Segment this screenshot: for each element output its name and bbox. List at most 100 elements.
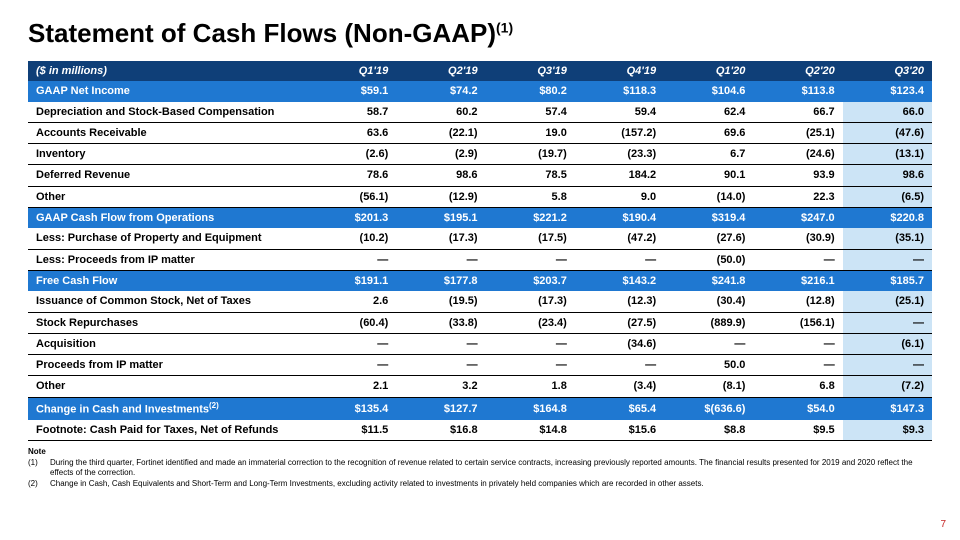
cell-value: 98.6 [843,165,932,186]
cell-value: (7.2) [843,376,932,397]
table-row: Change in Cash and Investments(2)$135.4$… [28,397,932,419]
cell-value: (6.1) [843,333,932,354]
cell-value: $11.5 [307,420,396,441]
cell-value: $143.2 [575,270,664,291]
cell-value: — [307,249,396,270]
cell-value: — [486,355,575,376]
cell-value: 69.6 [664,122,753,143]
cell-value: $195.1 [396,208,485,229]
table-row: Deferred Revenue78.698.678.5184.290.193.… [28,165,932,186]
cell-value: $216.1 [753,270,842,291]
cell-value: (47.6) [843,122,932,143]
cell-value: (157.2) [575,122,664,143]
cell-value: $59.1 [307,81,396,101]
header-col: Q3'20 [843,61,932,81]
cell-value: 93.9 [753,165,842,186]
cell-value: (889.9) [664,312,753,333]
table-header-row: ($ in millions)Q1'19Q2'19Q3'19Q4'19Q1'20… [28,61,932,81]
table-row: Free Cash Flow$191.1$177.8$203.7$143.2$2… [28,270,932,291]
cell-value: $191.1 [307,270,396,291]
cell-value: 78.5 [486,165,575,186]
cell-value: 62.4 [664,102,753,123]
header-col: Q2'19 [396,61,485,81]
cell-value: $247.0 [753,208,842,229]
cell-value: (12.9) [396,186,485,207]
cell-value: $15.6 [575,420,664,441]
cell-value: (25.1) [753,122,842,143]
table-row: GAAP Cash Flow from Operations$201.3$195… [28,208,932,229]
cell-value: $221.2 [486,208,575,229]
row-label: Change in Cash and Investments(2) [28,397,307,419]
cell-value: $14.8 [486,420,575,441]
cell-value: 60.2 [396,102,485,123]
header-col: Q2'20 [753,61,842,81]
cell-value: (14.0) [664,186,753,207]
table-row: Acquisition———(34.6)——(6.1) [28,333,932,354]
cell-value: (19.5) [396,291,485,312]
cell-value: 78.6 [307,165,396,186]
cell-value: (24.6) [753,144,842,165]
cell-value: (47.2) [575,228,664,249]
cell-value: (12.8) [753,291,842,312]
cell-value: — [486,249,575,270]
cell-value: 2.1 [307,376,396,397]
row-label: Depreciation and Stock-Based Compensatio… [28,102,307,123]
cell-value: 57.4 [486,102,575,123]
cell-value: (23.3) [575,144,664,165]
cell-value: (17.3) [396,228,485,249]
cell-value: $203.7 [486,270,575,291]
row-label: Accounts Receivable [28,122,307,143]
table-row: GAAP Net Income$59.1$74.2$80.2$118.3$104… [28,81,932,101]
header-col: Q4'19 [575,61,664,81]
cell-value: 5.8 [486,186,575,207]
table-row: Issuance of Common Stock, Net of Taxes2.… [28,291,932,312]
cell-value: — [753,249,842,270]
header-col: Q3'19 [486,61,575,81]
cell-value: (30.9) [753,228,842,249]
header-col: Q1'20 [664,61,753,81]
cell-value: (22.1) [396,122,485,143]
row-label: Inventory [28,144,307,165]
cell-value: (27.5) [575,312,664,333]
cell-value: 22.3 [753,186,842,207]
row-label: Proceeds from IP matter [28,355,307,376]
cell-value: (156.1) [753,312,842,333]
cell-value: (23.4) [486,312,575,333]
cell-value: — [396,333,485,354]
cell-value: $104.6 [664,81,753,101]
cell-value: 9.0 [575,186,664,207]
header-col: Q1'19 [307,61,396,81]
note-number: (1) [28,458,50,478]
cell-value: (8.1) [664,376,753,397]
row-label: Other [28,186,307,207]
cell-value: 63.6 [307,122,396,143]
row-label: Free Cash Flow [28,270,307,291]
cell-value: (2.9) [396,144,485,165]
row-label: Deferred Revenue [28,165,307,186]
cell-value: 66.0 [843,102,932,123]
table-row: Depreciation and Stock-Based Compensatio… [28,102,932,123]
cell-value: (2.6) [307,144,396,165]
cell-value: (34.6) [575,333,664,354]
cell-value: $190.4 [575,208,664,229]
row-label: Less: Purchase of Property and Equipment [28,228,307,249]
table-row: Footnote: Cash Paid for Taxes, Net of Re… [28,420,932,441]
table-row: Other(56.1)(12.9)5.89.0(14.0)22.3(6.5) [28,186,932,207]
cell-value: — [396,355,485,376]
row-label: Less: Proceeds from IP matter [28,249,307,270]
cell-value: (25.1) [843,291,932,312]
cell-value: $118.3 [575,81,664,101]
cell-value: 6.8 [753,376,842,397]
cell-value: — [396,249,485,270]
cell-value: 2.6 [307,291,396,312]
cell-value: 66.7 [753,102,842,123]
cell-value: (19.7) [486,144,575,165]
cell-value: 6.7 [664,144,753,165]
cell-value: 3.2 [396,376,485,397]
cell-value: $54.0 [753,397,842,419]
notes-header: Note [28,447,932,457]
cell-value: (50.0) [664,249,753,270]
page-number: 7 [940,519,946,530]
cell-value: $80.2 [486,81,575,101]
cell-value: $(636.6) [664,397,753,419]
